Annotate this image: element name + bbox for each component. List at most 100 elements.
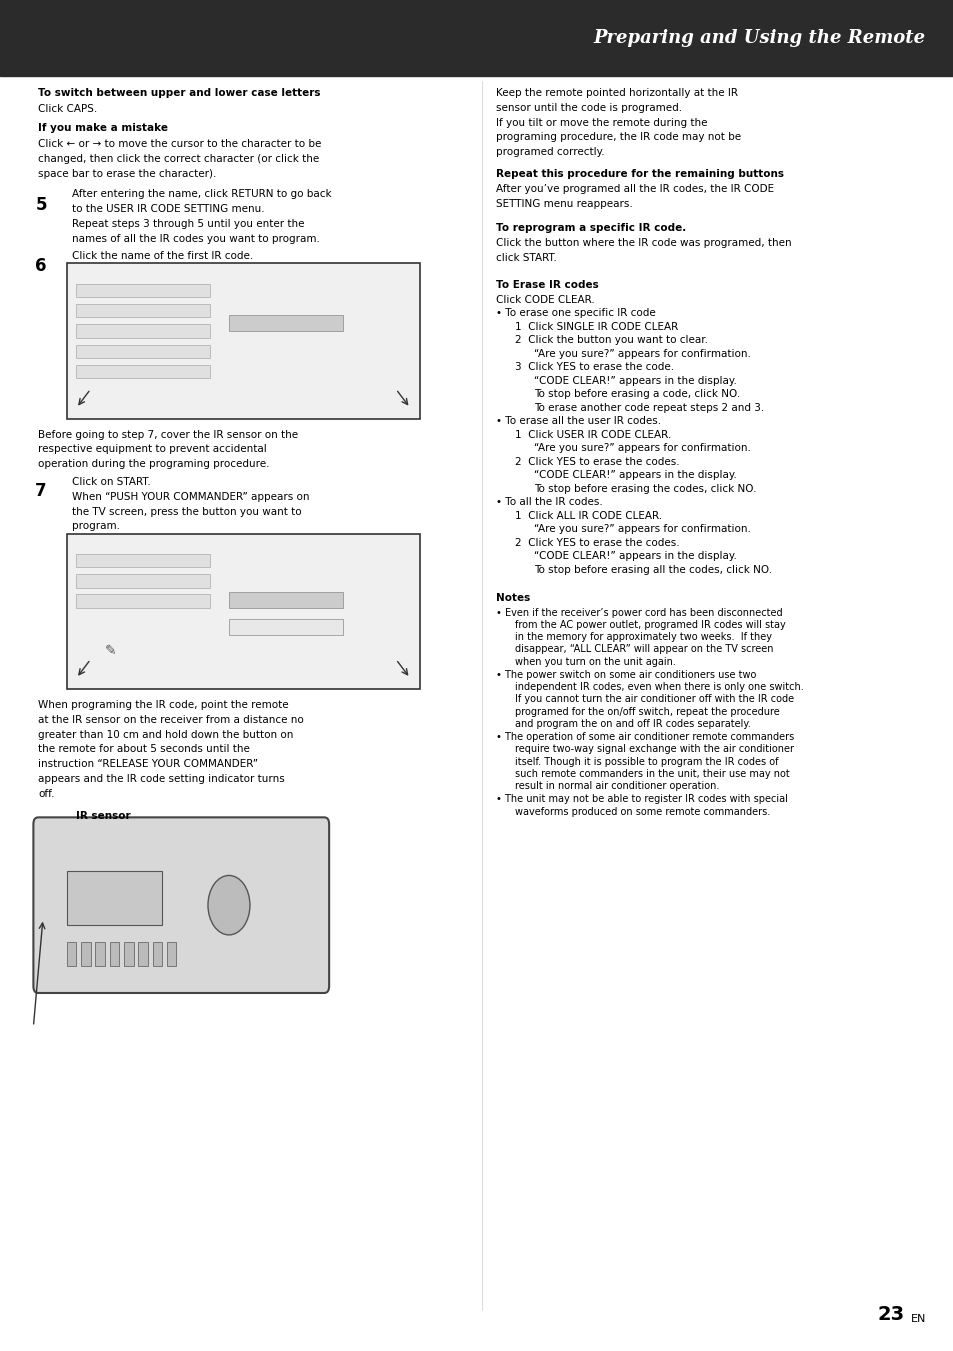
Text: require two-way signal exchange with the air conditioner: require two-way signal exchange with the… (515, 744, 793, 754)
Text: To switch between upper and lower case letters: To switch between upper and lower case l… (38, 88, 320, 97)
Text: To stop before erasing the codes, click NO.: To stop before erasing the codes, click … (534, 484, 756, 493)
Text: 5: 5 (35, 196, 47, 213)
Bar (76, 594, 210, 608)
Bar (76, 304, 210, 317)
Text: Click CODE CLEAR.: Click CODE CLEAR. (496, 295, 595, 304)
Text: Before going to step 7, cover the IR sensor on the: Before going to step 7, cover the IR sen… (38, 430, 298, 439)
Bar (110, 942, 119, 966)
Text: waveforms produced on some remote commanders.: waveforms produced on some remote comman… (515, 807, 770, 816)
Text: Repeat this procedure for the remaining buttons: Repeat this procedure for the remaining … (496, 169, 783, 178)
Text: 23: 23 (877, 1305, 903, 1324)
Text: “Are you sure?” appears for confirmation.: “Are you sure?” appears for confirmation… (534, 524, 750, 534)
Text: “Are you sure?” appears for confirmation.: “Are you sure?” appears for confirmation… (534, 349, 750, 358)
Text: itself. Though it is possible to program the IR codes of: itself. Though it is possible to program… (515, 757, 778, 766)
Bar (67, 942, 76, 966)
Bar (67, 534, 419, 689)
Text: SETTING menu reappears.: SETTING menu reappears. (496, 199, 632, 208)
Text: programed correctly.: programed correctly. (496, 147, 604, 157)
Text: After entering the name, click RETURN to go back: After entering the name, click RETURN to… (71, 189, 331, 199)
Circle shape (208, 875, 250, 935)
Text: appears and the IR code setting indicator turns: appears and the IR code setting indicato… (38, 774, 285, 784)
Text: 1  Click ALL IR CODE CLEAR.: 1 Click ALL IR CODE CLEAR. (515, 511, 661, 520)
Bar (76, 574, 210, 588)
Text: programed for the on/off switch, repeat the procedure: programed for the on/off switch, repeat … (515, 707, 780, 716)
Text: To erase another code repeat steps 2 and 3.: To erase another code repeat steps 2 and… (534, 403, 763, 412)
Text: to the USER IR CODE SETTING menu.: to the USER IR CODE SETTING menu. (71, 204, 264, 213)
Text: • The operation of some air conditioner remote commanders: • The operation of some air conditioner … (496, 732, 794, 742)
Text: Keep the remote pointed horizontally at the IR: Keep the remote pointed horizontally at … (496, 88, 738, 97)
Text: After you’ve programed all the IR codes, the IR CODE: After you’ve programed all the IR codes,… (496, 184, 774, 193)
Text: off.: off. (38, 789, 54, 798)
Text: • To erase all the user IR codes.: • To erase all the user IR codes. (496, 416, 660, 426)
Text: Click the name of the first IR code.: Click the name of the first IR code. (71, 251, 253, 261)
Text: Click on START.: Click on START. (71, 477, 151, 486)
Bar (81, 942, 91, 966)
Text: respective equipment to prevent accidental: respective equipment to prevent accident… (38, 444, 267, 454)
Bar (67, 871, 162, 925)
Text: 7: 7 (35, 482, 47, 500)
Text: “CODE CLEAR!” appears in the display.: “CODE CLEAR!” appears in the display. (534, 376, 737, 385)
Text: operation during the programing procedure.: operation during the programing procedur… (38, 459, 270, 469)
Text: EN: EN (910, 1315, 925, 1324)
Text: If you cannot turn the air conditioner off with the IR code: If you cannot turn the air conditioner o… (515, 694, 794, 704)
Text: When “PUSH YOUR COMMANDER” appears on: When “PUSH YOUR COMMANDER” appears on (71, 492, 309, 501)
Bar (138, 942, 148, 966)
Text: 2  Click YES to erase the codes.: 2 Click YES to erase the codes. (515, 457, 679, 466)
Text: when you turn on the unit again.: when you turn on the unit again. (515, 657, 676, 666)
Text: independent IR codes, even when there is only one switch.: independent IR codes, even when there is… (515, 682, 803, 692)
Text: “CODE CLEAR!” appears in the display.: “CODE CLEAR!” appears in the display. (534, 551, 737, 561)
Text: 1  Click SINGLE IR CODE CLEAR: 1 Click SINGLE IR CODE CLEAR (515, 322, 678, 331)
Text: When programing the IR code, point the remote: When programing the IR code, point the r… (38, 700, 289, 709)
Text: If you tilt or move the remote during the: If you tilt or move the remote during th… (496, 118, 707, 127)
Text: If you make a mistake: If you make a mistake (38, 123, 168, 132)
Text: • The power switch on some air conditioners use two: • The power switch on some air condition… (496, 670, 756, 680)
Text: instruction “RELEASE YOUR COMMANDER”: instruction “RELEASE YOUR COMMANDER” (38, 759, 258, 769)
Bar (229, 619, 343, 635)
Text: Click CAPS.: Click CAPS. (38, 104, 97, 113)
Text: in the memory for approximately two weeks.  If they: in the memory for approximately two week… (515, 632, 771, 642)
Bar (167, 942, 176, 966)
Text: the remote for about 5 seconds until the: the remote for about 5 seconds until the (38, 744, 250, 754)
Bar (76, 554, 210, 567)
Text: To stop before erasing a code, click NO.: To stop before erasing a code, click NO. (534, 389, 740, 399)
Text: disappear, “ALL CLEAR” will appear on the TV screen: disappear, “ALL CLEAR” will appear on th… (515, 644, 773, 654)
Bar (95, 942, 105, 966)
Text: To stop before erasing all the codes, click NO.: To stop before erasing all the codes, cl… (534, 565, 772, 574)
Bar (152, 942, 162, 966)
Text: ✎: ✎ (105, 644, 116, 658)
Bar (229, 315, 343, 331)
Text: space bar to erase the character).: space bar to erase the character). (38, 169, 216, 178)
FancyBboxPatch shape (33, 817, 329, 993)
Text: click START.: click START. (496, 253, 557, 262)
Text: program.: program. (71, 521, 119, 531)
Text: sensor until the code is programed.: sensor until the code is programed. (496, 103, 681, 112)
Text: 2  Click the button you want to clear.: 2 Click the button you want to clear. (515, 335, 707, 345)
Text: Notes: Notes (496, 593, 530, 603)
Text: such remote commanders in the unit, their use may not: such remote commanders in the unit, thei… (515, 769, 789, 778)
Text: 3  Click YES to erase the code.: 3 Click YES to erase the code. (515, 362, 674, 372)
Bar (124, 942, 133, 966)
Text: greater than 10 cm and hold down the button on: greater than 10 cm and hold down the but… (38, 730, 294, 739)
Text: Click ← or → to move the cursor to the character to be: Click ← or → to move the cursor to the c… (38, 139, 321, 149)
Bar (229, 592, 343, 608)
Text: changed, then click the correct character (or click the: changed, then click the correct characte… (38, 154, 319, 163)
Text: 2  Click YES to erase the codes.: 2 Click YES to erase the codes. (515, 538, 679, 547)
Bar (67, 263, 419, 419)
Text: and program the on and off IR codes separately.: and program the on and off IR codes sepa… (515, 719, 750, 728)
Bar (76, 365, 210, 378)
Text: To Erase IR codes: To Erase IR codes (496, 280, 598, 289)
Text: result in normal air conditioner operation.: result in normal air conditioner operati… (515, 781, 719, 790)
Text: IR sensor: IR sensor (76, 811, 131, 820)
Bar (76, 324, 210, 338)
Bar (0, 0, 953, 76)
Text: • To all the IR codes.: • To all the IR codes. (496, 497, 602, 507)
Text: Click the button where the IR code was programed, then: Click the button where the IR code was p… (496, 238, 791, 247)
Text: programing procedure, the IR code may not be: programing procedure, the IR code may no… (496, 132, 740, 142)
Text: 6: 6 (35, 257, 47, 274)
Text: from the AC power outlet, programed IR codes will stay: from the AC power outlet, programed IR c… (515, 620, 785, 630)
Text: “Are you sure?” appears for confirmation.: “Are you sure?” appears for confirmation… (534, 443, 750, 453)
Bar (76, 345, 210, 358)
Text: To reprogram a specific IR code.: To reprogram a specific IR code. (496, 223, 685, 232)
Text: • The unit may not be able to register IR codes with special: • The unit may not be able to register I… (496, 794, 787, 804)
Text: Repeat steps 3 through 5 until you enter the: Repeat steps 3 through 5 until you enter… (71, 219, 304, 228)
